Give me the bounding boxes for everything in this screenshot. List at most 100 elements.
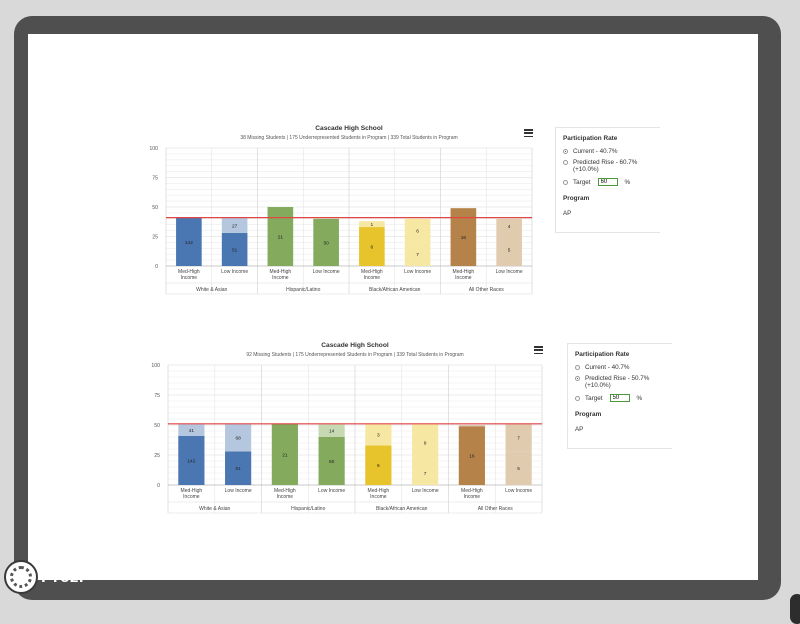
bar-segment — [458, 426, 485, 485]
chart-top: Cascade High School 38 Missing Students |… — [138, 122, 538, 300]
prezi-logo-icon — [4, 560, 38, 594]
prezi-logo: Prezi — [4, 560, 84, 594]
x-tick-label: Med-High — [368, 488, 390, 494]
stacked-bar-chart-top: Cascade High School 38 Missing Students |… — [149, 125, 533, 295]
slide-canvas: Cascade High School 38 Missing Students |… — [28, 34, 758, 580]
x-tick-label: Med-High — [461, 488, 483, 494]
program-title: Program — [575, 411, 602, 418]
data-label: 1 — [371, 222, 374, 228]
group-label: All Other Races — [478, 506, 514, 512]
option-target-label: Target — [573, 178, 591, 186]
bar-segment — [221, 232, 248, 266]
data-label: 6 — [377, 463, 380, 469]
option-predicted[interactable]: Predicted Rise - 60.7% (+10.0%) — [563, 159, 637, 173]
x-tick-label: Med-High — [270, 269, 292, 275]
y-tick-label: 100 — [151, 363, 160, 369]
program-value: AP — [563, 210, 572, 217]
program-title: Program — [563, 195, 590, 202]
x-tick-label: Low Income — [496, 269, 523, 275]
bar-segment-top — [404, 218, 431, 243]
group-label: Black/African American — [369, 287, 421, 293]
bar-segment-top — [359, 221, 385, 228]
data-label: 5 — [517, 466, 520, 472]
data-label: 21 — [282, 452, 288, 458]
x-tick-label: Income — [277, 494, 294, 500]
data-label: 142 — [185, 240, 193, 246]
option-target-label: Target — [585, 394, 603, 402]
chart-menu-icon[interactable] — [534, 346, 543, 356]
target-unit: % — [624, 178, 631, 186]
x-tick-label: Income — [272, 275, 289, 281]
group-label: Black/African American — [376, 506, 428, 512]
radio-target[interactable] — [563, 180, 568, 185]
data-label: 21 — [278, 235, 284, 241]
bar-segment-top — [505, 423, 532, 452]
chart-bottom: Cascade High School 92 Missing Students |… — [138, 339, 548, 519]
data-label: 3 — [377, 433, 380, 439]
bar-segment — [267, 207, 294, 266]
radio-target[interactable] — [575, 396, 580, 401]
data-label: 9 — [424, 440, 427, 446]
option-target[interactable]: Target % — [575, 394, 642, 402]
x-tick-label: Low Income — [318, 488, 345, 494]
x-tick-label: Med-High — [181, 488, 203, 494]
x-tick-label: Med-High — [361, 269, 383, 275]
option-predicted-label: Predicted Rise - 50.7% — [585, 375, 650, 382]
data-label: 50 — [323, 240, 329, 246]
chart-subtitle: 38 Missing Students | 175 Underrepresent… — [240, 135, 457, 141]
panel-title: Participation Rate — [575, 351, 630, 358]
bar-segment — [271, 423, 298, 485]
group-label: Hispanic/Latino — [286, 287, 320, 293]
radio-current[interactable] — [575, 365, 580, 370]
radio-current[interactable] — [563, 149, 568, 154]
option-predicted-delta: (+10.0%) — [585, 382, 611, 389]
data-label: 27 — [232, 223, 238, 229]
bar-segment — [176, 217, 202, 266]
data-label: 4 — [508, 224, 511, 230]
bar-segment — [225, 451, 252, 485]
data-label: 142 — [187, 458, 195, 464]
option-current[interactable]: Current - 40.7% — [575, 364, 629, 371]
y-tick-label: 75 — [154, 393, 160, 399]
radio-predicted[interactable] — [575, 376, 580, 381]
data-label: 14 — [329, 428, 335, 434]
y-tick-label: 25 — [154, 453, 160, 459]
bar-segment-top — [458, 425, 485, 427]
target-input[interactable] — [597, 178, 618, 186]
data-label: 7 — [424, 471, 427, 477]
option-current-label: Current - 40.7% — [573, 148, 618, 155]
corner-handle — [790, 594, 800, 624]
data-label: 51 — [235, 466, 241, 472]
group-label: Hispanic/Latino — [291, 506, 325, 512]
radio-predicted[interactable] — [563, 160, 568, 165]
data-label: 7 — [416, 252, 419, 258]
y-tick-label: 25 — [152, 235, 158, 241]
data-label: 51 — [232, 247, 238, 253]
program-value: AP — [575, 426, 584, 433]
y-tick-label: 75 — [152, 176, 158, 182]
data-label: 5 — [508, 247, 511, 253]
chart-menu-icon[interactable] — [524, 129, 533, 139]
group-label: White & Asian — [199, 506, 230, 512]
participation-panel-bottom: Participation Rate Current - 40.7% Predi… — [567, 343, 672, 449]
chart-subtitle: 92 Missing Students | 175 Underrepresent… — [246, 352, 463, 358]
data-label: 41 — [189, 428, 195, 434]
target-input[interactable] — [609, 394, 630, 402]
x-tick-label: Med-High — [178, 269, 200, 275]
option-current[interactable]: Current - 40.7% — [563, 148, 617, 155]
y-tick-label: 50 — [154, 423, 160, 429]
x-tick-label: Low Income — [412, 488, 439, 494]
bar-segment — [505, 451, 532, 485]
data-label: 6 — [416, 229, 419, 235]
y-tick-label: 0 — [157, 483, 160, 489]
bar-segment — [318, 437, 345, 485]
x-tick-label: Low Income — [221, 269, 248, 275]
option-target[interactable]: Target % — [563, 178, 630, 186]
bar-segment-top — [225, 423, 252, 452]
bar-segment — [404, 242, 431, 266]
data-label: 7 — [517, 436, 520, 442]
option-predicted[interactable]: Predicted Rise - 50.7% (+10.0%) — [575, 375, 649, 389]
data-label: 6 — [371, 245, 374, 251]
bar-segment — [178, 435, 205, 485]
x-tick-label: Income — [364, 275, 381, 281]
